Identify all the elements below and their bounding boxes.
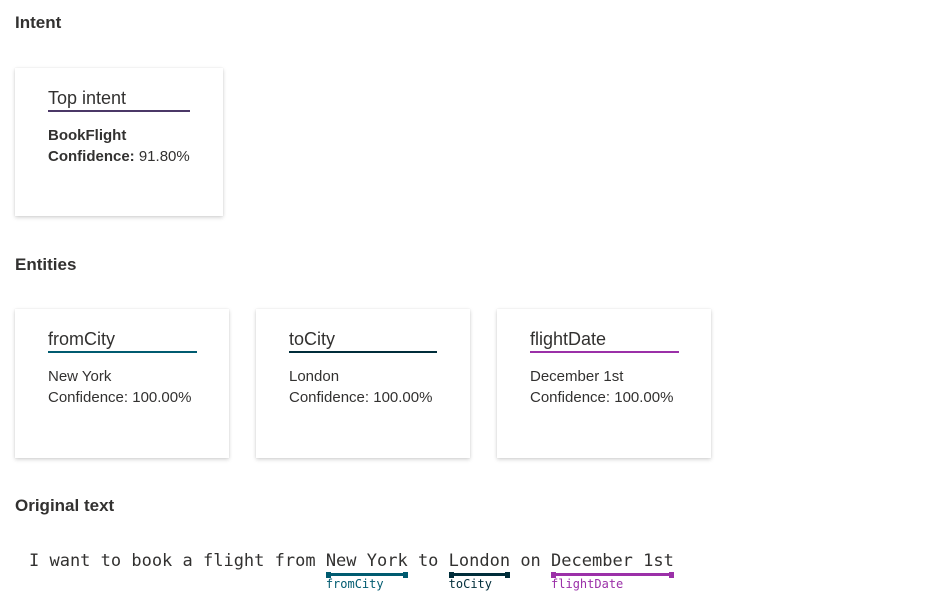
entity-value: New York [48, 368, 112, 385]
entity-span-flightDate: December 1st flightDate [551, 551, 674, 591]
text-segment: on [510, 551, 552, 571]
card-title: fromCity [48, 329, 197, 353]
entity-text: New York [325, 551, 408, 571]
entity-label: fromCity [325, 577, 384, 591]
entity-underline [551, 571, 674, 578]
confidence-label: Confidence: [289, 389, 370, 406]
card-title: toCity [289, 329, 437, 353]
text-segment: I want to book a flight from [29, 551, 326, 571]
top-intent-card: Top intent BookFlight Confidence: 91.80% [15, 68, 223, 216]
entity-label: toCity [448, 577, 493, 591]
entity-underline [448, 571, 511, 578]
original-text-heading: Original text [15, 496, 115, 515]
entity-underline [325, 571, 408, 578]
entity-text: December 1st [551, 551, 674, 571]
confidence-label: Confidence: [48, 148, 135, 165]
confidence-label: Confidence: [530, 389, 611, 406]
intent-heading: Intent [15, 13, 62, 32]
entity-card-toCity: toCity London Confidence: 100.00% [256, 309, 470, 458]
entity-span-fromCity: New York fromCity [325, 551, 408, 591]
confidence-label: Confidence: [48, 389, 129, 406]
entity-label: flightDate [551, 577, 624, 591]
entity-value: London [289, 368, 340, 385]
text-segment: to [407, 551, 449, 571]
confidence-value: 100.00% [132, 389, 192, 406]
entity-text: London [448, 551, 511, 571]
entity-card-fromCity: fromCity New York Confidence: 100.00% [15, 309, 229, 458]
entity-span-toCity: London toCity [448, 551, 511, 591]
confidence-value: 100.00% [614, 389, 674, 406]
card-title: flightDate [530, 329, 679, 353]
confidence-value: 91.80% [138, 148, 190, 165]
entities-heading: Entities [15, 255, 77, 274]
original-text: I want to book a flight from New York fro… [29, 551, 674, 591]
intent-name: BookFlight [48, 127, 127, 144]
confidence-value: 100.00% [373, 389, 433, 406]
entity-value: December 1st [530, 368, 624, 385]
entity-card-flightDate: flightDate December 1st Confidence: 100.… [497, 309, 711, 458]
card-title: Top intent [48, 88, 190, 112]
